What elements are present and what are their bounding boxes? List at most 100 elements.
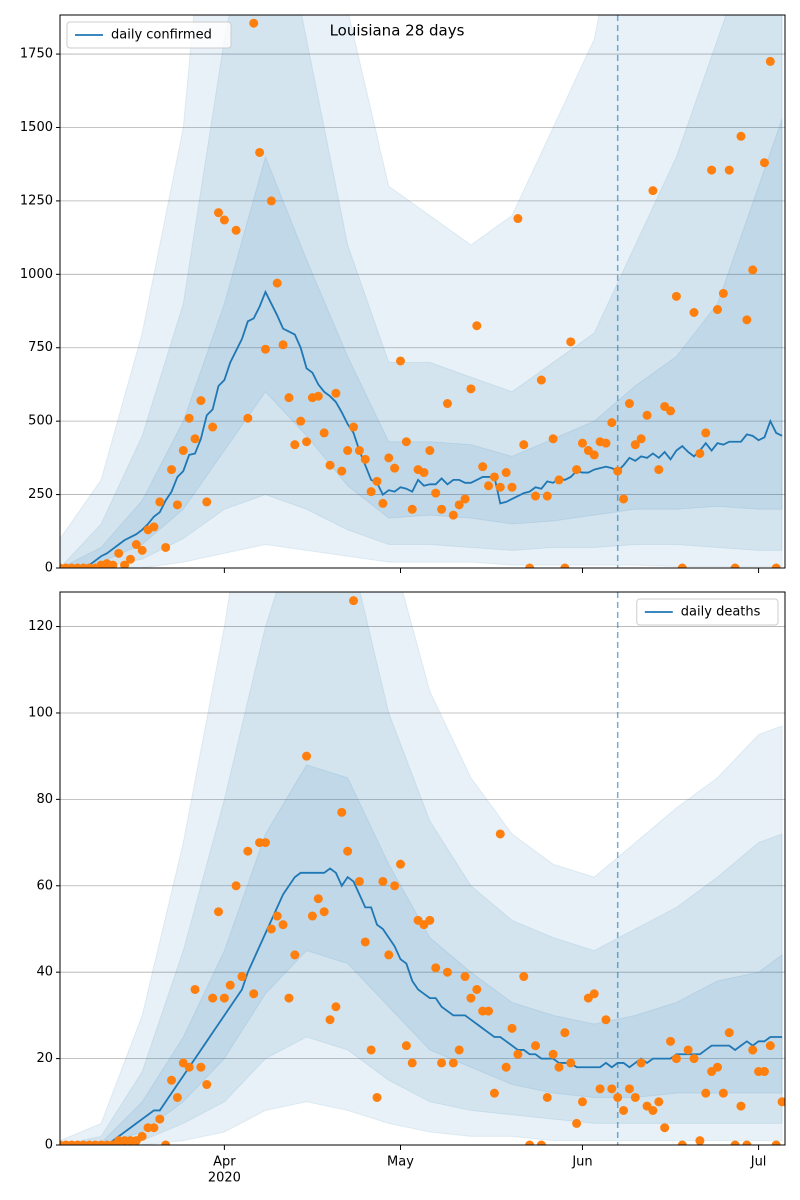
y-tick-label: 500: [28, 414, 53, 429]
observed-point: [260, 838, 270, 848]
observed-point: [331, 388, 341, 398]
observed-point: [742, 1140, 752, 1145]
observed-point: [642, 410, 652, 420]
band: [60, 15, 783, 568]
observed-point: [172, 1092, 182, 1102]
observed-point: [478, 462, 488, 472]
observed-point: [572, 465, 582, 475]
observed-point: [231, 225, 241, 235]
axes-frame: [59, 591, 786, 1146]
band: [60, 118, 783, 568]
observed-point: [278, 340, 288, 350]
observed-point: [507, 1023, 517, 1033]
observed-point: [161, 1140, 171, 1145]
observed-point: [360, 454, 370, 464]
observed-point: [548, 1049, 558, 1059]
observed-point: [777, 1097, 785, 1107]
observed-point: [437, 504, 447, 514]
band: [60, 15, 783, 568]
observed-point: [172, 500, 182, 510]
observed-point: [460, 972, 470, 982]
observed-point: [442, 967, 452, 977]
observed-point: [155, 497, 165, 507]
observed-point: [260, 344, 270, 354]
observed-point: [536, 1140, 546, 1145]
observed-point: [619, 1105, 629, 1115]
observed-point: [184, 1062, 194, 1072]
y-tick-label: 0: [45, 561, 53, 576]
observed-point: [237, 972, 247, 982]
observed-point: [366, 487, 376, 497]
observed-point: [284, 393, 294, 403]
band: [60, 592, 783, 1145]
observed-point: [683, 1045, 693, 1055]
observed-point: [707, 165, 717, 175]
observed-point: [120, 560, 130, 568]
y-tick-label: 20: [36, 1051, 53, 1066]
observed-point: [167, 465, 177, 475]
observed-point: [395, 859, 405, 869]
observed-point: [695, 1136, 705, 1145]
plot-area: [60, 15, 783, 568]
observed-point: [577, 1097, 587, 1107]
observed-point: [331, 1002, 341, 1012]
observed-point: [419, 468, 429, 478]
observed-point: [495, 482, 505, 492]
observed-point: [302, 437, 312, 447]
observed-point: [378, 876, 388, 886]
median-line: [60, 289, 783, 568]
observed-point: [624, 399, 634, 409]
observed-point: [666, 406, 676, 416]
observed-point: [243, 846, 253, 856]
observed-point: [155, 1114, 165, 1124]
observed-point: [290, 440, 300, 450]
observed-point: [525, 563, 535, 568]
observed-point: [519, 440, 529, 450]
observed-point: [178, 446, 188, 456]
band: [60, 764, 783, 1145]
observed-point: [137, 1131, 147, 1141]
observed-point: [325, 1015, 335, 1025]
legend-label: daily deaths: [681, 605, 761, 620]
observed-point: [401, 1041, 411, 1051]
observed-point: [771, 1140, 781, 1145]
observed-point: [472, 984, 482, 994]
observed-point: [284, 993, 294, 1003]
observed-point: [589, 989, 599, 999]
observed-point: [501, 1062, 511, 1072]
observed-point: [437, 1058, 447, 1068]
observed-point: [272, 278, 282, 288]
observed-point: [560, 563, 570, 568]
median-line: [60, 867, 783, 1145]
observed-point: [319, 907, 329, 917]
observed-point: [624, 1084, 634, 1094]
observed-point: [249, 18, 259, 28]
observed-point: [759, 1067, 769, 1077]
observed-point: [167, 1075, 177, 1085]
observed-point: [161, 542, 171, 552]
observed-point: [484, 1006, 494, 1016]
observed-point: [431, 488, 441, 498]
observed-point: [466, 993, 476, 1003]
observed-point: [202, 497, 212, 507]
observed-point: [296, 416, 306, 426]
y-tick-label: 80: [36, 792, 53, 807]
observed-point: [372, 1092, 382, 1102]
observed-point: [231, 881, 241, 891]
observed-point: [589, 450, 599, 460]
y-tick-label: 0: [45, 1138, 53, 1153]
observed-point: [354, 446, 364, 456]
x-tick-label: Apr: [213, 1155, 236, 1170]
observed-point: [190, 984, 200, 994]
observed-point: [149, 522, 159, 532]
observed-point: [313, 894, 323, 904]
y-tick-label: 120: [28, 619, 53, 634]
observed-point: [290, 950, 300, 960]
chart-title: Louisiana 28 days: [330, 22, 465, 40]
observed-point: [648, 186, 658, 196]
observed-point: [266, 196, 276, 206]
observed-point: [613, 466, 623, 476]
observed-point: [225, 980, 235, 990]
y-tick-label: 1000: [20, 267, 53, 282]
